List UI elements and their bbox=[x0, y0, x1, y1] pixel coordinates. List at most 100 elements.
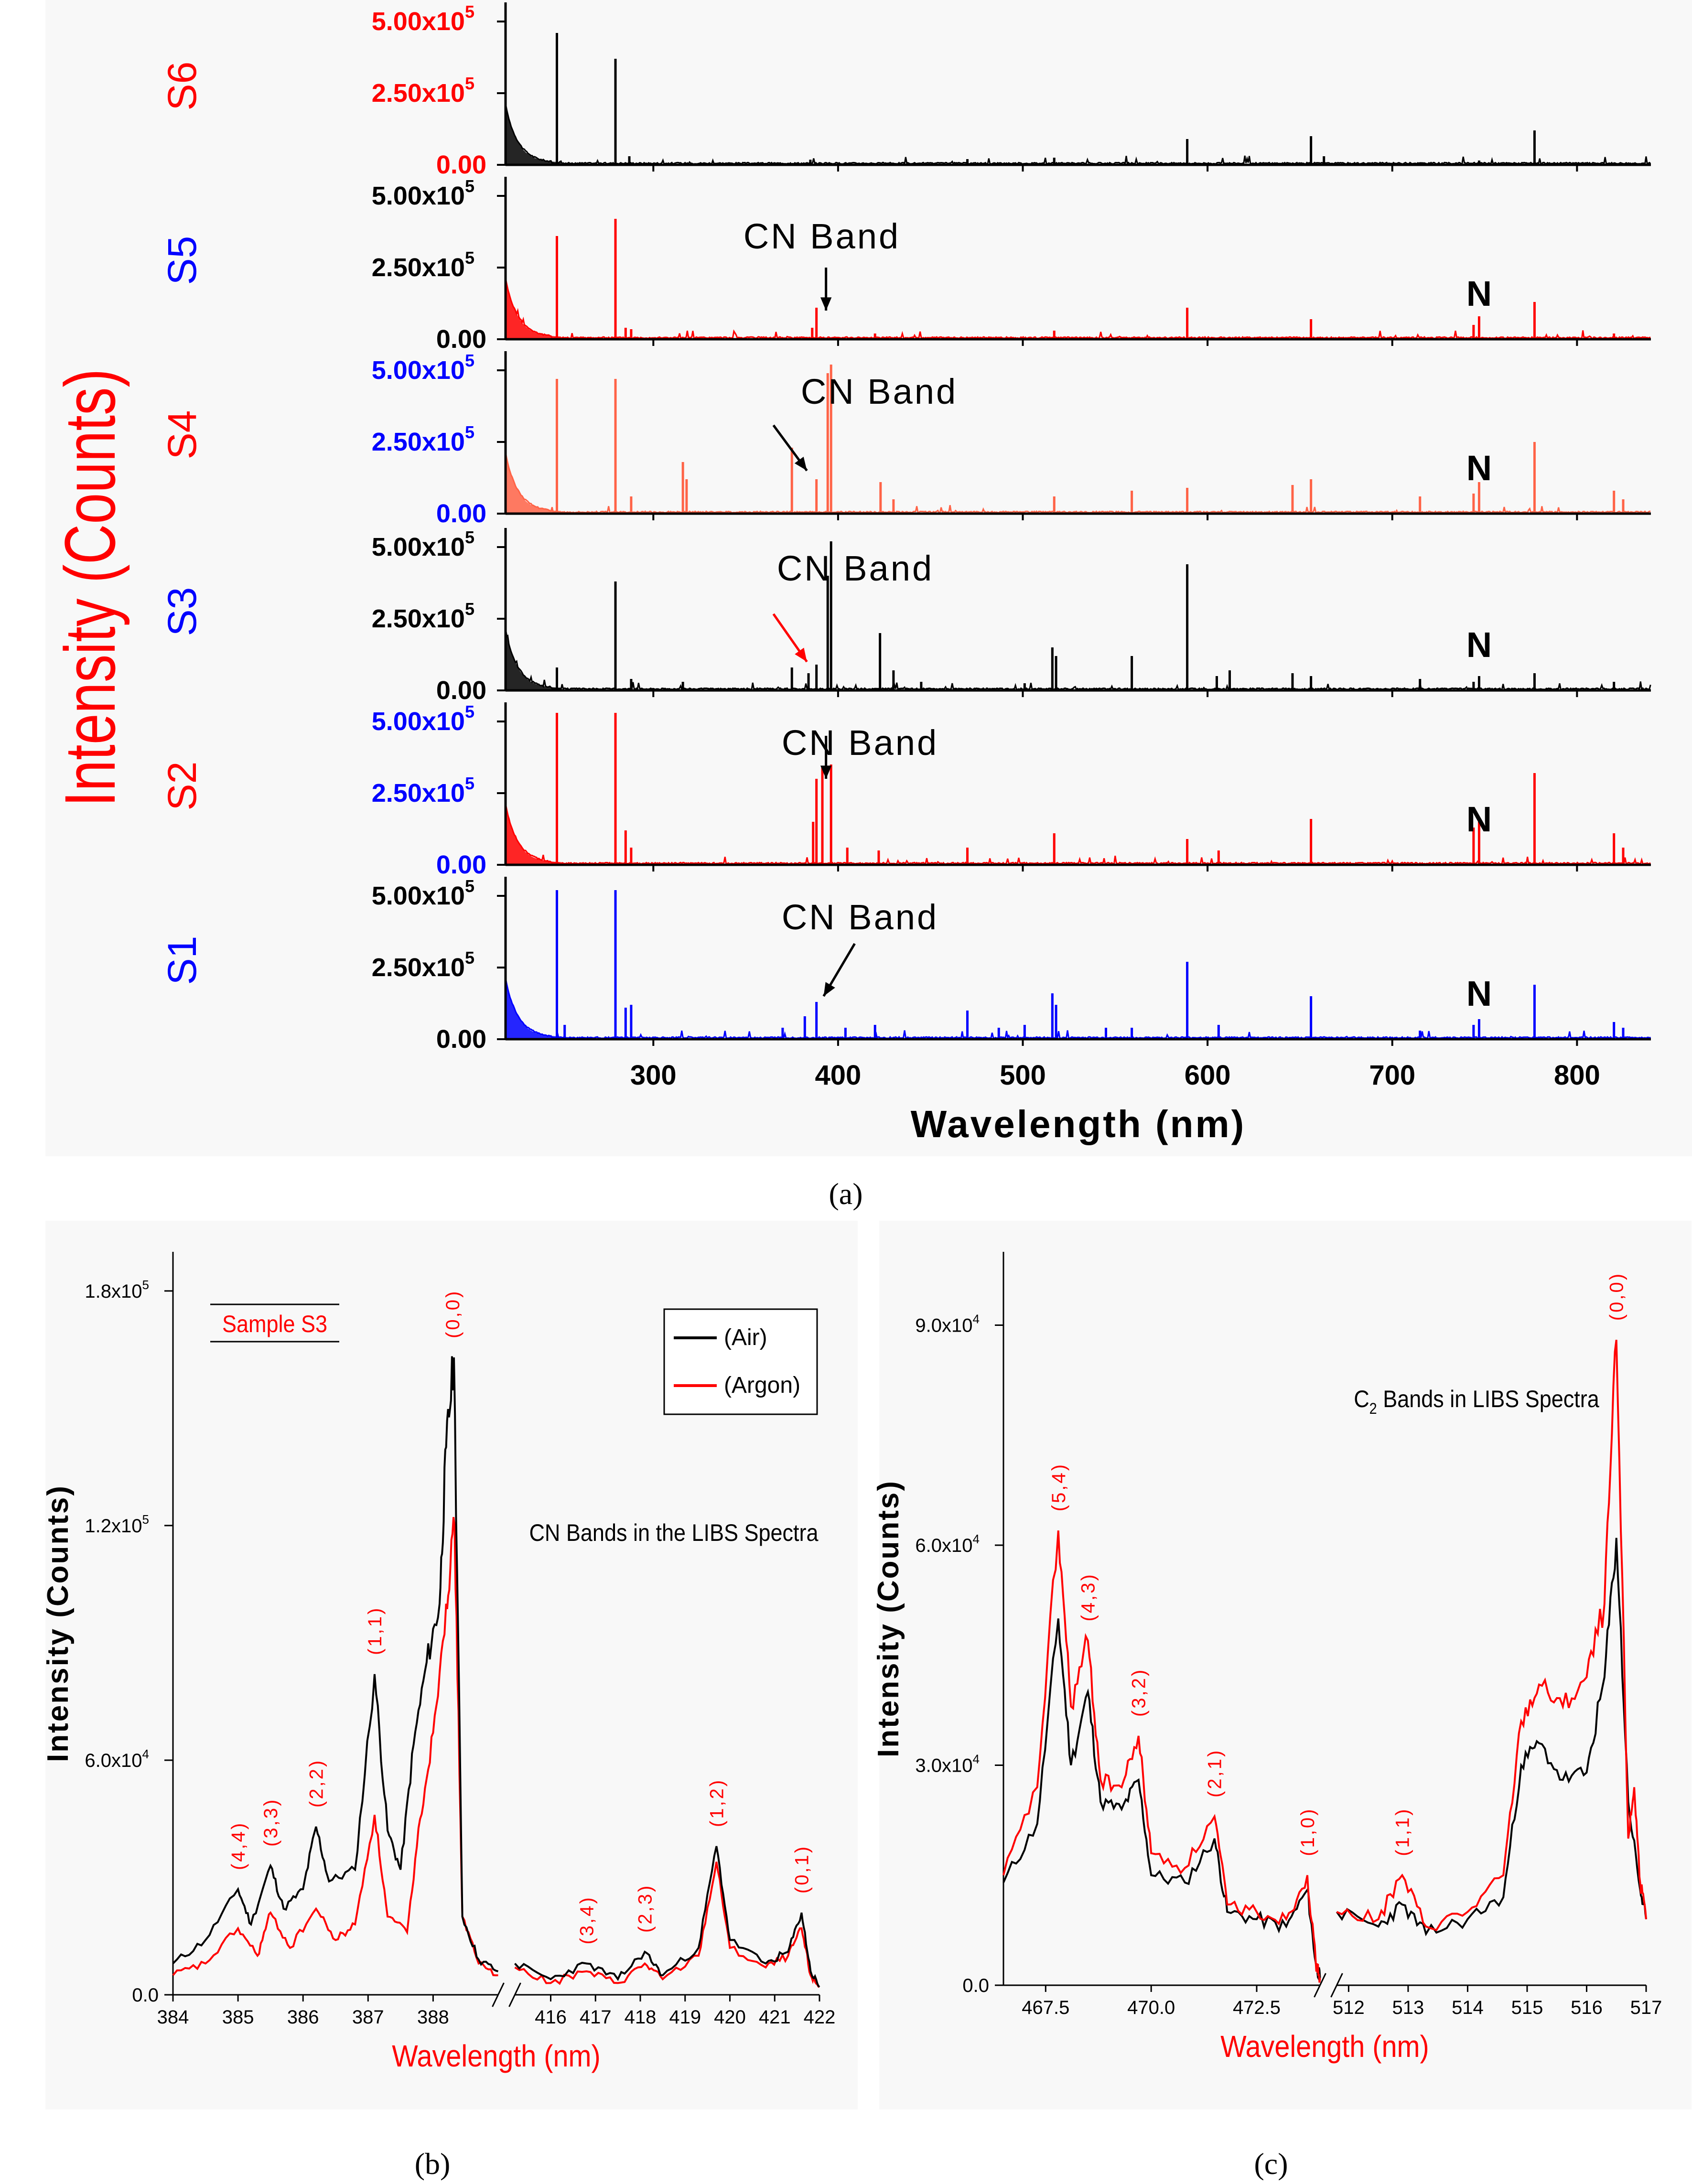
panelB-break-mark-1 bbox=[492, 1982, 505, 2007]
ytick-label-S6-0: 0.00 bbox=[436, 151, 486, 179]
ytick-label-S1-2: 5.00x105 bbox=[372, 876, 474, 910]
panelB-band-label-8: (0,1) bbox=[792, 1845, 813, 1894]
panelC-band-label-3: (2,1) bbox=[1205, 1749, 1226, 1797]
ytick-label-S4-1: 2.50x105 bbox=[372, 422, 474, 456]
cn-band-label-S4: CN Band bbox=[801, 372, 958, 411]
b-legend bbox=[663, 1308, 818, 1415]
b-title: CN Bands in the LIBS Spectra bbox=[529, 1520, 819, 1547]
n-label-S3: N bbox=[1466, 625, 1492, 665]
panelB-xtick-label-right-0: 416 bbox=[535, 2007, 567, 2028]
a-xtick-label-2: 500 bbox=[1000, 1060, 1046, 1091]
ytick-label-S3-0: 0.00 bbox=[436, 676, 486, 705]
panelB-xtick-label-left-0: 384 bbox=[157, 2007, 189, 2028]
series-S4: 0.00 2.50x105 5.00x105 S4 CN Band N bbox=[160, 351, 1651, 528]
panelB-xtick-label-left-2: 386 bbox=[287, 2007, 319, 2028]
uv-continuum-S5 bbox=[506, 274, 561, 339]
n-label-S2: N bbox=[1466, 799, 1492, 839]
series-S2: 0.00 2.50x105 5.00x105 S2 CN Band N bbox=[160, 702, 1651, 879]
b-legend-label-argon: (Argon) bbox=[724, 1373, 800, 1398]
series-name-S4: S4 bbox=[160, 410, 205, 460]
panelC-xtick-label-right-2: 514 bbox=[1452, 1997, 1484, 2018]
panelC-series-0-right bbox=[1336, 1538, 1647, 1937]
uv-continuum-S3 bbox=[506, 625, 561, 690]
panelC-xtick-label-right-5: 517 bbox=[1630, 1997, 1662, 2018]
series-name-S1: S1 bbox=[160, 936, 205, 985]
cn-band-label-S2: CN Band bbox=[782, 723, 938, 763]
panelC-break-mark-2 bbox=[1330, 1973, 1343, 1998]
ytick-label-S1-1: 2.50x105 bbox=[372, 948, 474, 982]
panelB-band-label-5: (3,4) bbox=[577, 1895, 598, 1944]
panelC-band-label-0: (5,4) bbox=[1048, 1463, 1069, 1511]
cn-band-label-S1: CN Band bbox=[782, 897, 938, 937]
series-S1: 0.00 2.50x105 5.00x105 S1 CN Band N bbox=[160, 876, 1651, 1054]
panelC-xtick-label-right-3: 515 bbox=[1511, 1997, 1543, 2018]
spectrum-line-S2 bbox=[505, 805, 1651, 866]
panelB-band-label-3: (1,1) bbox=[365, 1606, 386, 1655]
series-name-S3: S3 bbox=[160, 587, 205, 636]
uv-continuum-S2 bbox=[506, 799, 561, 865]
series-S3: 0.00 2.50x105 5.00x105 S3 CN Band N bbox=[160, 527, 1651, 705]
panelB-xtick-label-right-1: 417 bbox=[580, 2007, 612, 2028]
panelB-y-title: Intensity (Counts) bbox=[42, 1485, 75, 1762]
ytick-label-S5-1: 2.50x105 bbox=[372, 248, 474, 282]
panelB-band-label-4: (0,0) bbox=[442, 1290, 463, 1338]
uv-continuum-S6 bbox=[506, 99, 561, 165]
ytick-label-S2-2: 5.00x105 bbox=[372, 702, 474, 736]
cn-band-label-S3: CN Band bbox=[777, 549, 934, 588]
panel-a: 0.00 2.50x105 5.00x105 S6 0.00 2.50x105 5.00x1… bbox=[50, 2, 1651, 1145]
panelB-band-label-1: (3,3) bbox=[260, 1798, 281, 1847]
a-xtick-label-0: 300 bbox=[630, 1060, 677, 1091]
panelC-band-label-5: (1,1) bbox=[1392, 1807, 1413, 1856]
panelC-y-title: Intensity (Counts) bbox=[872, 1480, 905, 1757]
a-x-title: Wavelength (nm) bbox=[911, 1103, 1246, 1145]
cn-arrowhead-S2 bbox=[820, 765, 832, 779]
a-y-title: Intensity (Counts) bbox=[50, 369, 130, 807]
ytick-label-S4-0: 0.00 bbox=[436, 499, 486, 528]
panelB-ytick-label-3: 1.8x105 bbox=[85, 1278, 149, 1302]
panelB-series-0-right bbox=[514, 1846, 820, 1988]
b-legend-label-air: (Air) bbox=[724, 1325, 767, 1350]
panelB-xtick-label-right-5: 421 bbox=[759, 2007, 791, 2028]
panel-c: 0.0 3.0x104 6.0x104 9.0x104 467.5 470.0 472.5 5… bbox=[872, 1252, 1662, 2064]
panelB-x-title: Wavelength (nm) bbox=[392, 2039, 600, 2073]
ytick-label-S2-1: 2.50x105 bbox=[372, 774, 474, 807]
panelC-series-0-left bbox=[1002, 1618, 1321, 1982]
cn-band-label-S5: CN Band bbox=[744, 216, 900, 256]
panelB-ytick-label-2: 1.2x105 bbox=[85, 1512, 149, 1537]
panelC-ytick-label-3: 9.0x104 bbox=[915, 1312, 980, 1336]
c-title: C2 Bands in LIBS Spectra bbox=[1354, 1386, 1599, 1418]
panelC-x-title: Wavelength (nm) bbox=[1220, 2029, 1429, 2063]
cn-arrowhead-S1 bbox=[823, 982, 835, 996]
panelB-xtick-label-right-4: 420 bbox=[714, 2007, 746, 2028]
panel-a-background bbox=[45, 0, 1692, 1156]
panelB-xtick-label-right-6: 422 bbox=[804, 2007, 836, 2028]
series-name-S6: S6 bbox=[160, 62, 205, 111]
ytick-label-S5-2: 5.00x105 bbox=[372, 176, 474, 210]
cn-arrowhead-S4 bbox=[794, 456, 807, 471]
panelC-ytick-label-2: 6.0x104 bbox=[915, 1532, 980, 1556]
panelB-ytick-label-1: 6.0x104 bbox=[85, 1747, 149, 1771]
series-name-S5: S5 bbox=[160, 236, 205, 285]
panelC-xtick-label-right-0: 512 bbox=[1333, 1997, 1365, 2018]
panel-a-label: (a) bbox=[829, 1177, 862, 1211]
panel-b: 0.0 6.0x104 1.2x105 1.8x105 384 385 386 387 388 4… bbox=[42, 1252, 835, 2073]
n-label-S5: N bbox=[1466, 274, 1492, 313]
cn-arrowhead-S5 bbox=[820, 297, 832, 311]
panelC-xtick-label-left-1: 470.0 bbox=[1127, 1997, 1175, 2018]
b-sample-label: Sample S3 bbox=[222, 1311, 327, 1338]
panel-c-label: (c) bbox=[1254, 2147, 1288, 2181]
ytick-label-S6-1: 2.50x105 bbox=[372, 74, 474, 108]
ytick-label-S3-1: 2.50x105 bbox=[372, 599, 474, 633]
panelC-series-1-left bbox=[1002, 1530, 1321, 1983]
panelB-xtick-label-right-2: 418 bbox=[625, 2007, 657, 2028]
n-label-S4: N bbox=[1466, 448, 1492, 488]
ytick-label-S3-2: 5.00x105 bbox=[372, 527, 474, 561]
panelC-xtick-label-left-0: 467.5 bbox=[1022, 1997, 1069, 2018]
panelB-band-label-6: (2,3) bbox=[635, 1884, 656, 1933]
series-S6: 0.00 2.50x105 5.00x105 S6 bbox=[160, 2, 1651, 179]
panel-b-label: (b) bbox=[415, 2147, 451, 2181]
panelB-xtick-label-left-4: 388 bbox=[417, 2007, 449, 2028]
panelC-band-label-4: (1,0) bbox=[1297, 1807, 1318, 1856]
a-xtick-label-5: 800 bbox=[1554, 1060, 1600, 1091]
